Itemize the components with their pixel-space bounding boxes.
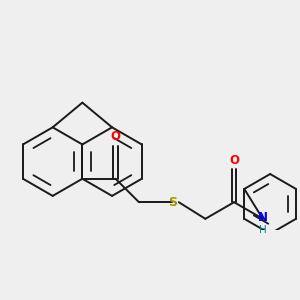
Text: O: O [229,154,239,167]
Text: H: H [259,225,267,235]
Text: S: S [168,196,177,209]
Text: N: N [258,211,268,224]
Text: O: O [110,130,121,143]
